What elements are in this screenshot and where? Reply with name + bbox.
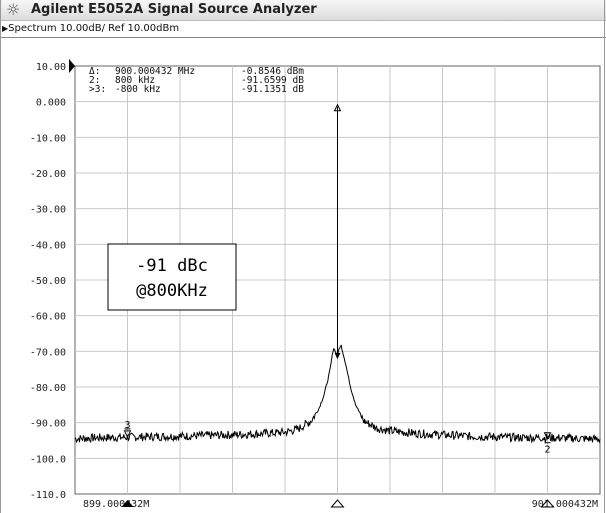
marker-1-triangle-icon bbox=[333, 103, 342, 112]
y-tick-label: -20.00 bbox=[30, 169, 66, 180]
frame-right-border bbox=[604, 0, 605, 513]
marker-ref-triangle-icon bbox=[334, 352, 341, 359]
marker-2-triangle-icon bbox=[543, 432, 552, 440]
marker-2-label: 2 bbox=[544, 445, 550, 456]
marker-id: 2: bbox=[89, 75, 100, 86]
y-tick-label: -40.00 bbox=[30, 240, 66, 251]
expand-arrow-icon[interactable]: ▶ bbox=[2, 24, 9, 33]
marker-freq: 900.000432 MHz bbox=[115, 66, 195, 77]
marker-2-axis-pointer-icon bbox=[540, 499, 555, 508]
y-tick-label: -100.0 bbox=[30, 454, 66, 465]
annotation-line-1: -91 dBc bbox=[136, 256, 208, 276]
marker-layer: 23 bbox=[123, 103, 552, 456]
annotation-line-2: @800KHz bbox=[136, 281, 208, 301]
header-divider bbox=[0, 37, 606, 38]
frame-left-border bbox=[0, 0, 1, 513]
marker-freq: 800 kHz bbox=[115, 75, 155, 86]
x-axis-labels: 899.000432M 901.000432M bbox=[83, 499, 598, 510]
y-tick-label: -50.00 bbox=[30, 276, 66, 287]
marker-3-label: 3 bbox=[124, 420, 130, 431]
marker-value: -91.6599 dB bbox=[241, 75, 304, 86]
marker-3-axis-pointer-icon bbox=[121, 500, 134, 507]
y-tick-label: -90.00 bbox=[30, 419, 66, 430]
y-tick-label: -110.0 bbox=[30, 490, 66, 501]
y-tick-label: -60.00 bbox=[30, 312, 66, 323]
marker-value: -0.8546 dBm bbox=[241, 66, 304, 77]
marker-1-axis-pointer-icon bbox=[330, 499, 345, 508]
y-tick-label: -80.00 bbox=[30, 383, 66, 394]
y-tick-labels: 10.00 0.000 -10.00 -20.00 -30.00 -40.00 -50.00… bbox=[30, 59, 75, 501]
y-tick-label: 0.000 bbox=[36, 98, 66, 109]
trace-scale-label: Spectrum 10.00dB/ Ref 10.00dBm bbox=[8, 23, 180, 34]
marker-value: -91.1351 dB bbox=[241, 84, 304, 95]
sun-icon: ☼ bbox=[6, 0, 21, 19]
window-title: Agilent E5052A Signal Source Analyzer bbox=[31, 2, 317, 17]
y-tick-label: -70.00 bbox=[30, 347, 66, 358]
spectrum-plot[interactable]: 10.00 0.000 -10.00 -20.00 -30.00 -40.00 -50.00… bbox=[0, 38, 606, 513]
y-tick-label: -30.00 bbox=[30, 205, 66, 216]
annotation-box: -91 dBc @800KHz bbox=[107, 243, 237, 311]
marker-id: >3: bbox=[89, 84, 106, 95]
trace-header[interactable]: ▶Spectrum 10.00dB/ Ref 10.00dBm bbox=[0, 21, 179, 37]
x-stop-label: 901.000432M bbox=[532, 499, 598, 510]
marker-table: Δ: 900.000432 MHz -0.8546 dBm 2: 800 kHz -91.… bbox=[89, 66, 304, 95]
ref-level-arrow-icon bbox=[69, 59, 75, 73]
y-tick-label: -10.00 bbox=[30, 133, 66, 144]
x-start-label: 899.000432M bbox=[83, 499, 149, 510]
marker-id: Δ: bbox=[89, 66, 100, 77]
marker-3-triangle-icon bbox=[123, 430, 132, 439]
marker-freq: -800 kHz bbox=[115, 84, 161, 95]
y-tick-label: 10.00 bbox=[36, 62, 66, 73]
title-bar[interactable]: ☼ Agilent E5052A Signal Source Analyzer bbox=[0, 0, 606, 21]
